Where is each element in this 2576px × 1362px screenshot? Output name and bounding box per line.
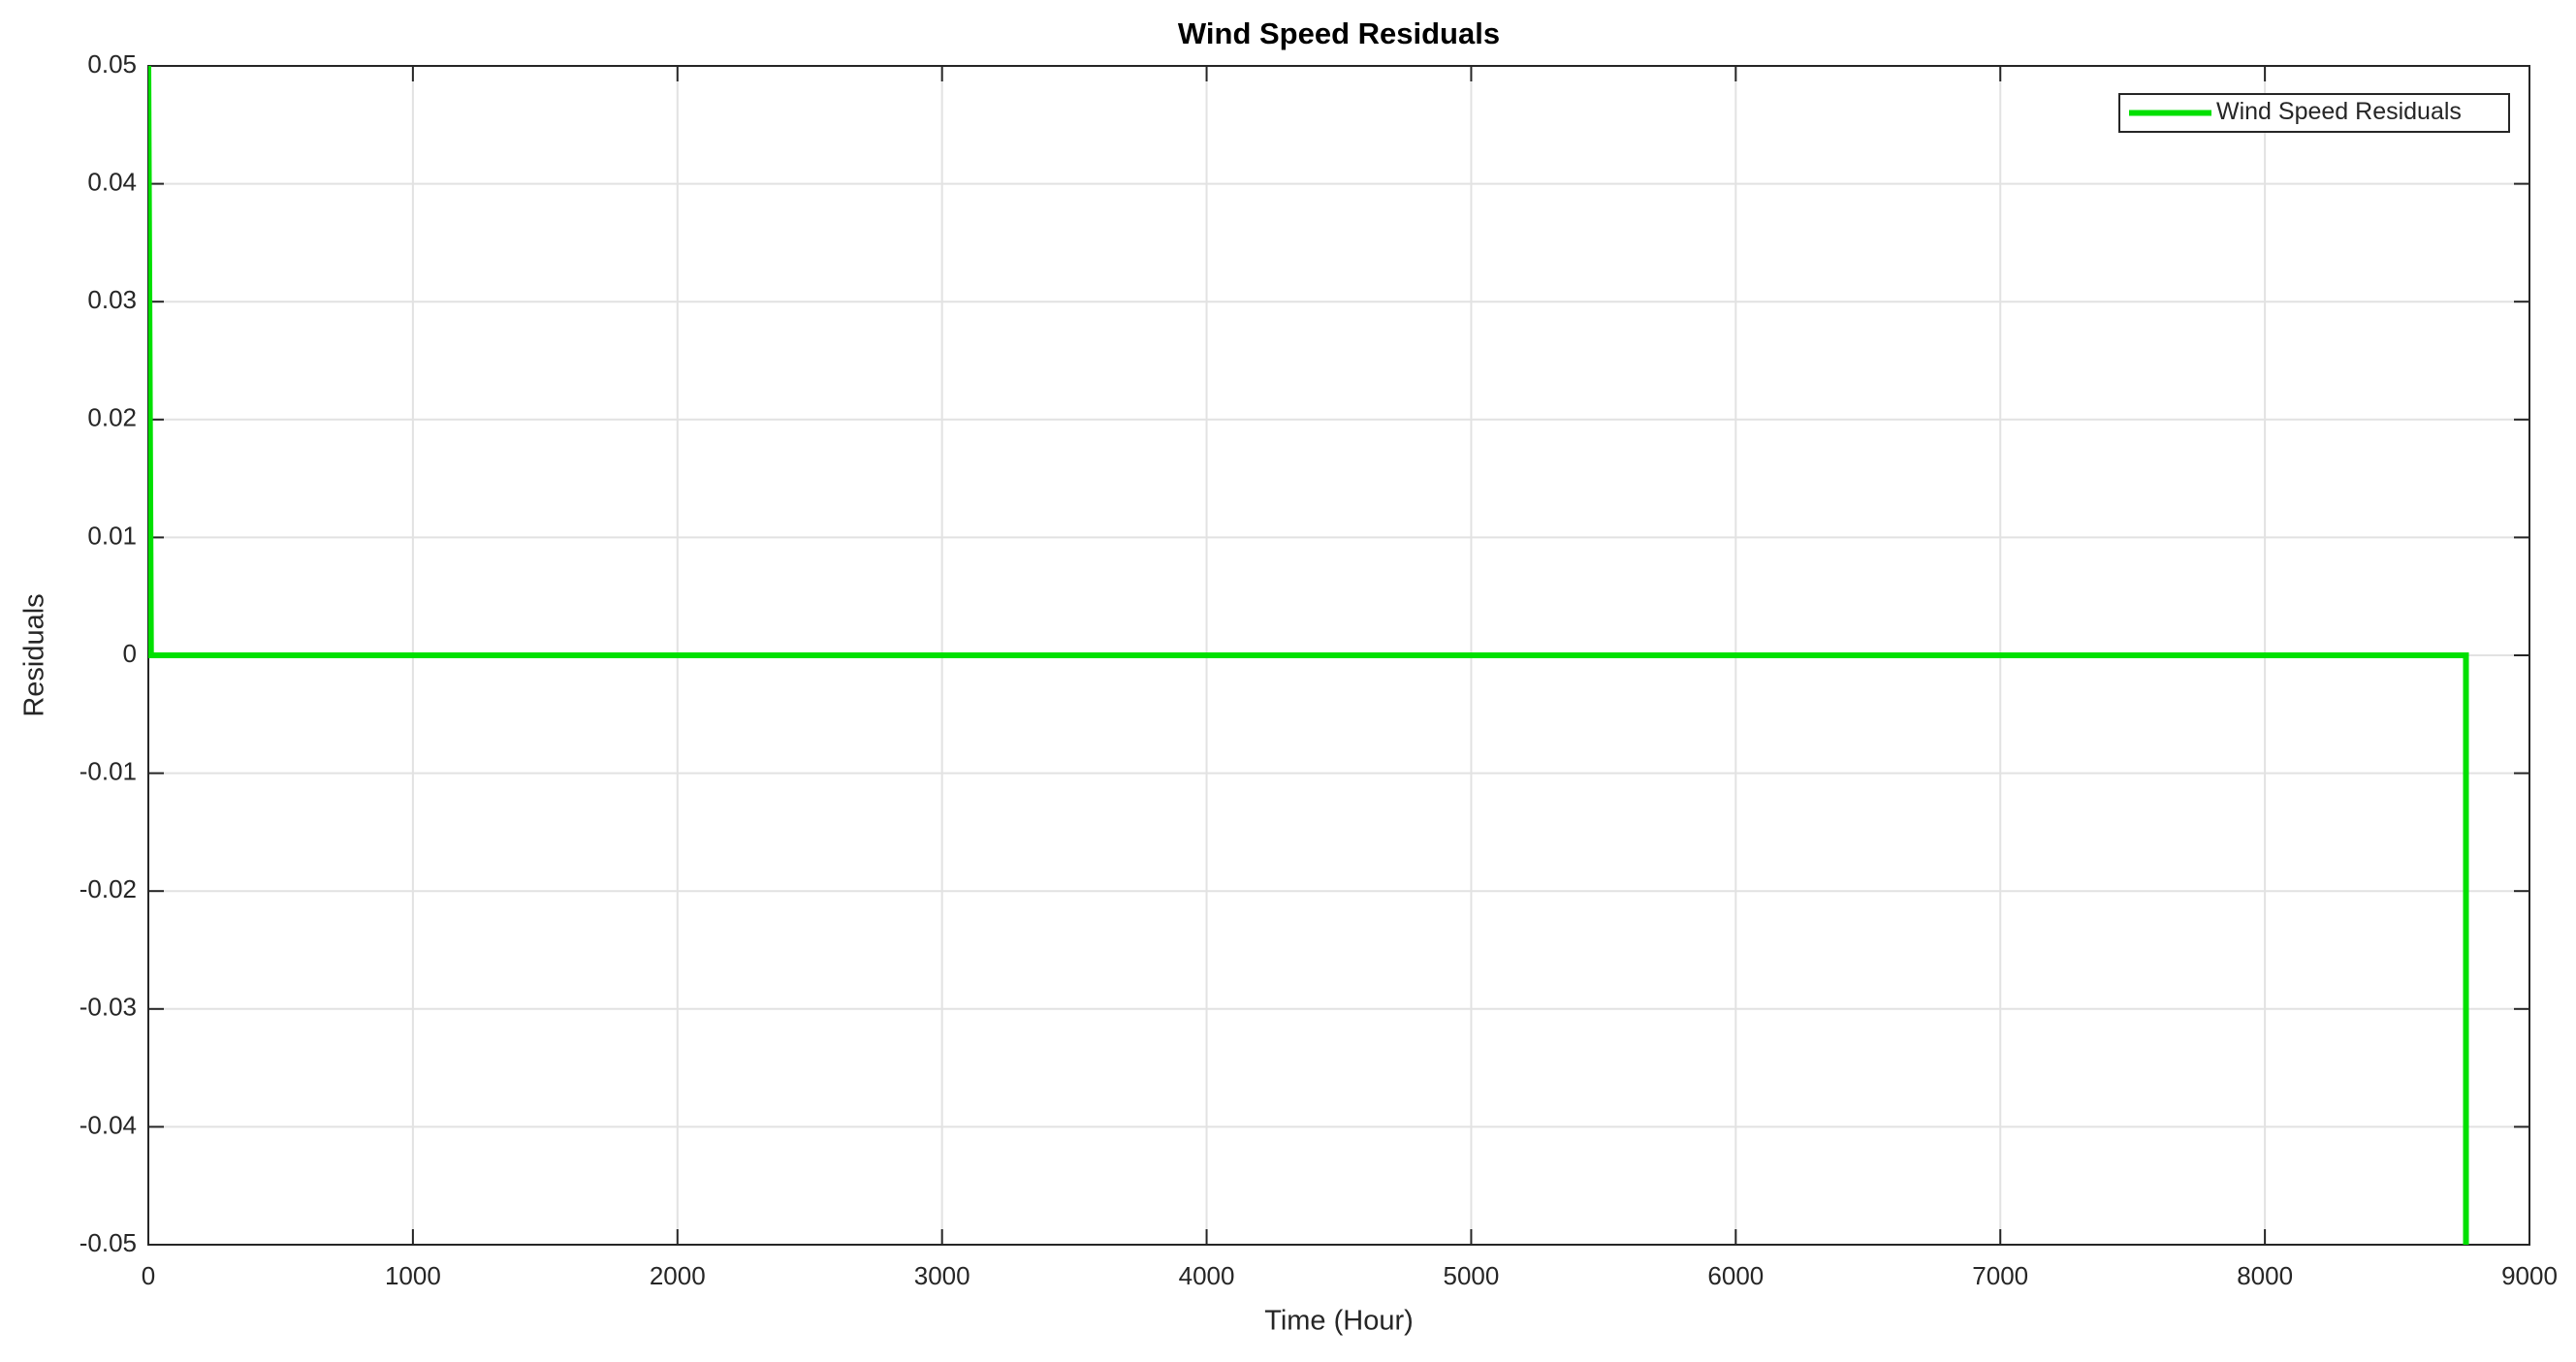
x-tick-label: 8000 bbox=[2237, 1261, 2293, 1290]
x-tick-label: 4000 bbox=[1179, 1261, 1235, 1290]
data-line bbox=[148, 66, 2469, 1245]
y-tick-label: -0.05 bbox=[80, 1228, 137, 1257]
legend: Wind Speed Residuals bbox=[2118, 93, 2510, 133]
y-tick-label: 0.02 bbox=[87, 403, 137, 432]
y-axis-label: Residuals bbox=[19, 593, 50, 716]
y-tick-label: 0.04 bbox=[87, 167, 137, 196]
legend-label: Wind Speed Residuals bbox=[2216, 98, 2462, 125]
y-tick-label: -0.01 bbox=[80, 756, 137, 785]
x-tick-label: 9000 bbox=[2501, 1261, 2558, 1290]
x-axis-label: Time (Hour) bbox=[1264, 1306, 1414, 1337]
y-tick-label: -0.03 bbox=[80, 993, 137, 1022]
y-tick-label: 0.05 bbox=[87, 49, 137, 79]
y-tick-label: 0.01 bbox=[87, 521, 137, 550]
x-tick-label: 2000 bbox=[650, 1261, 706, 1290]
x-tick-label: 3000 bbox=[914, 1261, 970, 1290]
x-tick-label: 0 bbox=[142, 1261, 155, 1290]
chart-title: Wind Speed Residuals bbox=[1178, 16, 1500, 50]
x-tick-label: 5000 bbox=[1444, 1261, 1500, 1290]
y-tick-label: 0.03 bbox=[87, 285, 137, 314]
x-tick-label: 1000 bbox=[385, 1261, 441, 1290]
y-tick-label: -0.04 bbox=[80, 1110, 137, 1139]
x-tick-label: 6000 bbox=[1707, 1261, 1764, 1290]
y-tick-label: 0 bbox=[123, 639, 137, 668]
y-tick-label: -0.02 bbox=[80, 874, 137, 903]
x-tick-label: 7000 bbox=[1972, 1261, 2028, 1290]
